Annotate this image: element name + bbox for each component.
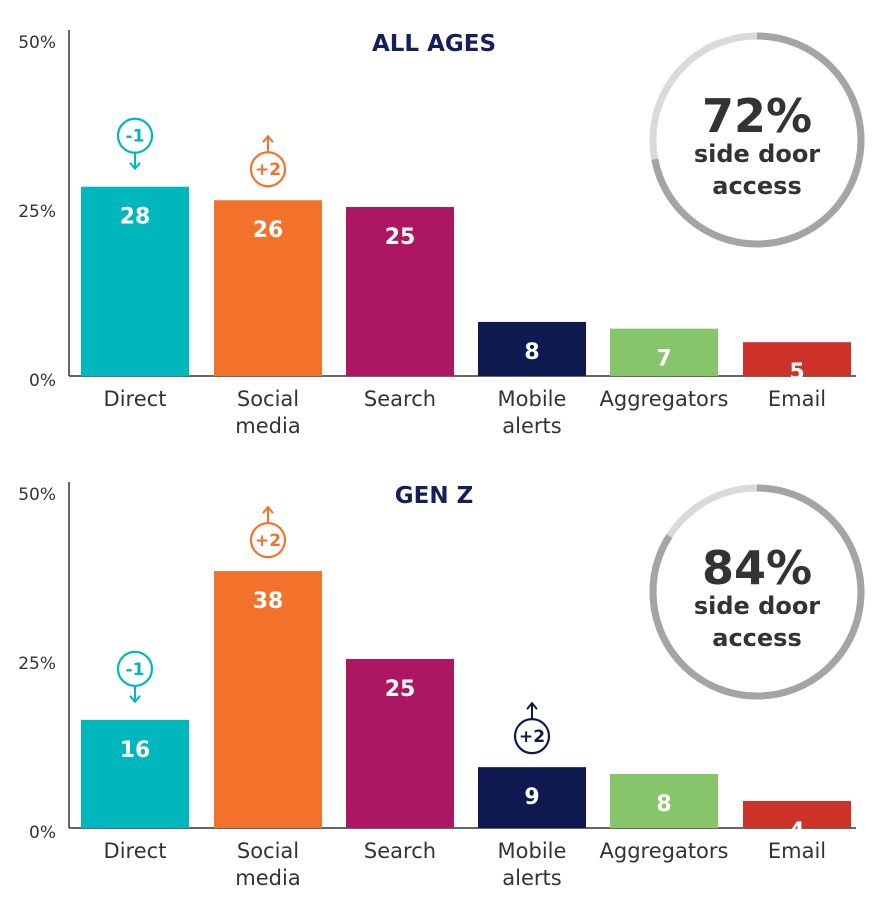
bar-value-label: 16	[120, 738, 151, 763]
change-label: -1	[126, 127, 145, 147]
category-label: Direct	[104, 387, 167, 411]
change-label: +2	[255, 531, 281, 551]
change-label: +2	[519, 727, 545, 747]
bar	[478, 321, 586, 376]
bar	[81, 186, 189, 376]
donut-label-line2: access	[712, 172, 802, 200]
bar	[743, 800, 851, 828]
bar-value-label: 8	[524, 340, 539, 365]
bar-value-label: 7	[656, 347, 671, 372]
bar-value-label: 38	[253, 589, 284, 614]
bar	[610, 328, 718, 376]
change-label: +2	[255, 160, 281, 180]
arrowhead-up-icon	[262, 134, 274, 143]
category-label: alerts	[502, 414, 561, 438]
category-label: media	[235, 866, 300, 890]
bar	[478, 767, 586, 828]
bar-value-label: 26	[253, 218, 284, 243]
category-label: Email	[768, 839, 826, 863]
y-tick-label: 0%	[29, 371, 56, 391]
arrowhead-up-icon	[526, 701, 538, 710]
chart-title: ALL AGES	[372, 31, 496, 57]
category-label: Search	[364, 839, 436, 863]
chart-title: GEN Z	[395, 483, 474, 509]
category-label: Search	[364, 387, 436, 411]
y-tick-label: 50%	[18, 33, 56, 53]
bar	[610, 773, 718, 828]
change-down-icon	[116, 650, 154, 687]
bar	[346, 207, 454, 376]
category-label: media	[235, 414, 300, 438]
arrowhead-down-icon	[129, 162, 141, 171]
bar-value-label: 4	[789, 819, 804, 844]
bar-value-label: 25	[385, 677, 416, 702]
change-up-icon	[513, 718, 551, 755]
donut-label-line1: side door	[694, 592, 820, 620]
bar	[214, 571, 322, 828]
category-label: Mobile	[498, 839, 567, 863]
bar-value-label: 28	[120, 205, 151, 230]
donut-label-line1: side door	[694, 140, 820, 168]
y-tick-label: 0%	[29, 823, 56, 843]
category-label: Social	[237, 387, 299, 411]
donut-label-line2: access	[712, 624, 802, 652]
category-label: Email	[768, 387, 826, 411]
category-label: Social	[237, 839, 299, 863]
bar-value-label: 5	[789, 360, 804, 385]
change-label: -1	[126, 660, 145, 680]
bar	[214, 200, 322, 376]
arrowhead-down-icon	[129, 695, 141, 704]
donut-percentage: 72%	[702, 89, 812, 143]
chart-all-ages: 0% 25% 50% ALL AGES 28 Direct 26 Social media 25 S…	[18, 30, 865, 438]
bar	[346, 659, 454, 828]
y-tick-label: 50%	[18, 485, 56, 505]
category-label: Aggregators	[600, 839, 729, 863]
donut-arc	[649, 32, 865, 248]
category-label: Aggregators	[600, 387, 729, 411]
bar-value-label: 25	[385, 225, 416, 250]
chart-gen-z: 0% 25% 50% GEN Z 16 Direct 38 Social media 25 Sear…	[18, 482, 865, 890]
donut-percentage: 84%	[702, 541, 812, 595]
category-label: Direct	[104, 839, 167, 863]
category-label: alerts	[502, 866, 561, 890]
bar-value-label: 8	[656, 792, 671, 817]
arrowhead-up-icon	[262, 505, 274, 514]
bar	[81, 719, 189, 828]
y-tick-label: 25%	[18, 654, 56, 674]
bar	[743, 342, 851, 376]
bar-value-label: 9	[524, 785, 539, 810]
donut-arc	[649, 484, 865, 700]
category-label: Mobile	[498, 387, 567, 411]
y-tick-label: 25%	[18, 202, 56, 222]
